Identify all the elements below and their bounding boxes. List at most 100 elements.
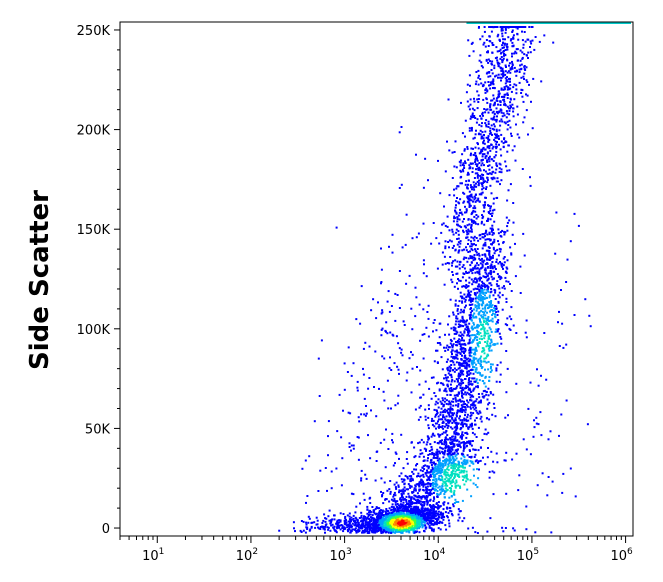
data-point (472, 448, 475, 451)
data-point (439, 488, 441, 491)
data-point (409, 511, 412, 514)
data-point (440, 471, 443, 474)
data-point (420, 520, 423, 523)
data-point (435, 453, 438, 456)
data-point (489, 367, 492, 370)
data-point (442, 460, 445, 462)
data-point (486, 108, 489, 111)
data-point (484, 271, 487, 274)
data-point (514, 70, 517, 73)
data-point (461, 300, 464, 303)
data-point (491, 241, 494, 244)
data-point (484, 463, 487, 466)
data-point (457, 304, 460, 307)
data-point (474, 117, 477, 119)
data-point (479, 129, 482, 132)
data-point (480, 61, 483, 64)
data-point (445, 360, 448, 363)
data-point (459, 375, 462, 378)
data-point (495, 26, 497, 28)
data-point (378, 511, 381, 514)
data-point (488, 282, 491, 285)
data-point (505, 66, 507, 68)
data-point (457, 377, 460, 380)
data-point (423, 518, 426, 521)
data-point (434, 514, 437, 517)
data-point (396, 507, 399, 510)
data-point (512, 324, 515, 327)
data-point (427, 335, 430, 338)
data-point (449, 509, 452, 512)
data-point (409, 503, 412, 506)
data-point (445, 422, 448, 425)
data-point (468, 281, 471, 284)
data-point (462, 455, 465, 457)
data-point (486, 329, 489, 332)
data-point (476, 262, 478, 265)
data-point (406, 526, 409, 529)
data-point (495, 150, 498, 153)
data-point (506, 229, 509, 232)
data-point (501, 35, 504, 38)
data-point (480, 173, 483, 176)
data-point (460, 461, 463, 464)
data-point (494, 309, 496, 312)
data-point (488, 147, 491, 150)
data-point (414, 484, 417, 487)
data-point (379, 523, 382, 525)
data-point (520, 76, 523, 79)
data-point (487, 347, 490, 350)
data-point (486, 340, 489, 343)
data-point (396, 500, 399, 503)
data-point (414, 485, 417, 488)
data-point (493, 115, 496, 118)
data-point (436, 349, 439, 352)
data-point (414, 455, 417, 458)
data-point (500, 26, 503, 28)
data-point (511, 65, 514, 68)
data-point (494, 136, 497, 139)
data-point (490, 349, 493, 352)
data-point (501, 61, 504, 64)
data-point (448, 149, 451, 152)
data-point (472, 280, 475, 283)
data-point (470, 444, 473, 447)
data-point (473, 235, 476, 238)
data-point (433, 497, 436, 500)
data-point (534, 36, 537, 38)
data-point (516, 113, 519, 116)
data-point (479, 176, 482, 179)
data-point (471, 325, 474, 328)
data-point (450, 443, 452, 446)
data-point (405, 505, 408, 508)
data-point (433, 454, 435, 457)
data-point (532, 77, 535, 80)
data-point (472, 389, 475, 392)
data-point (385, 524, 388, 527)
data-point (515, 123, 517, 126)
data-point (476, 359, 479, 362)
data-point (457, 422, 459, 425)
data-point (504, 82, 507, 85)
data-point (491, 265, 494, 268)
data-point (453, 380, 456, 383)
data-point (402, 492, 405, 495)
data-point (504, 49, 507, 51)
data-point (446, 426, 449, 429)
data-point (498, 62, 501, 65)
data-point (459, 486, 462, 489)
data-point (357, 526, 360, 529)
data-point (504, 31, 507, 34)
data-point (474, 210, 477, 213)
data-point (462, 231, 465, 234)
data-point (492, 343, 495, 346)
data-point (483, 26, 486, 28)
data-point (448, 315, 451, 318)
data-point (506, 71, 509, 74)
data-point (522, 26, 525, 28)
data-point (404, 508, 407, 511)
data-point (478, 290, 481, 293)
data-point (467, 183, 469, 186)
data-point (470, 218, 473, 221)
data-point (370, 520, 373, 523)
